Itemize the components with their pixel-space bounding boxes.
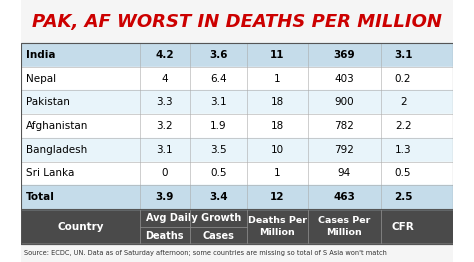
Text: 3.4: 3.4 [209,192,228,202]
Text: 4.2: 4.2 [155,50,174,60]
Bar [21,209,453,244]
Text: Afghanistan: Afghanistan [26,121,88,131]
Text: 12: 12 [270,192,285,202]
Text: Bangladesh: Bangladesh [26,145,87,155]
Text: Cases: Cases [202,231,234,241]
Text: 1: 1 [274,168,281,178]
Text: 94: 94 [338,168,351,178]
Text: 0.2: 0.2 [395,74,411,84]
Text: Avg Daily Growth: Avg Daily Growth [146,213,241,223]
Text: 18: 18 [271,121,284,131]
Text: 2: 2 [400,97,406,107]
Text: Total: Total [26,192,55,202]
Bar [21,185,453,209]
Bar [21,90,453,114]
Text: 3.1: 3.1 [210,97,227,107]
Text: 3.1: 3.1 [156,145,173,155]
Text: India: India [26,50,55,60]
Text: Sri Lanka: Sri Lanka [26,168,74,178]
Text: 1.9: 1.9 [210,121,227,131]
Text: 900: 900 [335,97,354,107]
Text: 11: 11 [270,50,285,60]
Text: 3.3: 3.3 [156,97,173,107]
Text: Deaths Per
Million: Deaths Per Million [248,216,307,237]
Text: CFR: CFR [392,221,414,232]
Text: 3.2: 3.2 [156,121,173,131]
Text: 792: 792 [335,145,355,155]
Text: PAK, AF WORST IN DEATHS PER MILLION: PAK, AF WORST IN DEATHS PER MILLION [32,13,442,30]
Text: 3.9: 3.9 [155,192,174,202]
Bar [21,162,453,185]
Text: Pakistan: Pakistan [26,97,70,107]
Bar [21,43,453,67]
Bar [21,138,453,162]
Text: 0.5: 0.5 [395,168,411,178]
Text: 1.3: 1.3 [395,145,411,155]
Bar [21,244,453,262]
Text: 4: 4 [161,74,168,84]
Text: Source: ECDC, UN. Data as of Saturday afternoon; some countries are missing so t: Source: ECDC, UN. Data as of Saturday af… [24,250,387,256]
Text: 2.2: 2.2 [395,121,411,131]
Text: 6.4: 6.4 [210,74,227,84]
Text: 3.1: 3.1 [394,50,412,60]
Text: 10: 10 [271,145,284,155]
Text: Deaths: Deaths [146,231,184,241]
Text: Cases Per
Million: Cases Per Million [318,216,371,237]
Text: 463: 463 [333,192,356,202]
Text: 1: 1 [274,74,281,84]
Text: 0: 0 [162,168,168,178]
Text: 3.5: 3.5 [210,145,227,155]
Text: 782: 782 [335,121,355,131]
Bar [21,114,453,138]
Text: 18: 18 [271,97,284,107]
Text: 3.6: 3.6 [209,50,228,60]
Text: 369: 369 [334,50,355,60]
Text: Country: Country [57,221,104,232]
Text: 403: 403 [335,74,354,84]
Text: 0.5: 0.5 [210,168,227,178]
Bar [21,0,453,43]
Bar [21,67,453,90]
Text: Nepal: Nepal [26,74,56,84]
Text: 2.5: 2.5 [394,192,412,202]
Bar [21,43,453,244]
